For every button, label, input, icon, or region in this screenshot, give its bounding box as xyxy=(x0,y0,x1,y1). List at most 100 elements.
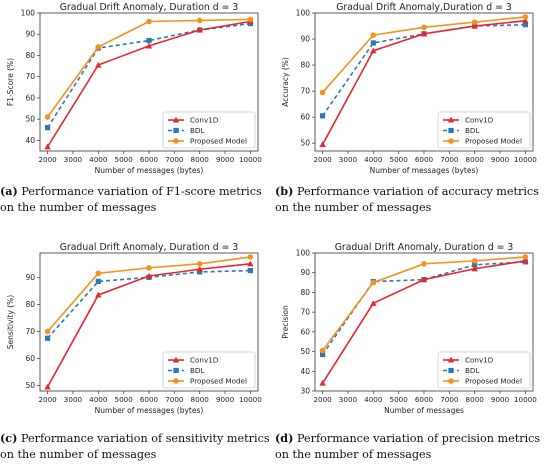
x-tick-label: 4000 xyxy=(89,155,108,164)
data-point-proposed xyxy=(196,261,203,267)
x-tick-label: 3000 xyxy=(64,155,83,164)
chart-title: Gradual Drift Anomaly, Duration d = 3 xyxy=(60,2,239,13)
x-tick-label: 2000 xyxy=(313,155,332,164)
chart-panel-d: Gradual Drift Anomaly, Duration d = 3 200… xyxy=(275,240,550,474)
series-line-bdl xyxy=(47,269,251,339)
chart-title: Gradual Drift Anomaly, Duration d = 3 xyxy=(335,242,514,253)
x-tick-label: 6000 xyxy=(140,395,159,404)
data-point-proposed xyxy=(421,24,427,31)
x-tick-label: 9000 xyxy=(491,395,510,404)
x-tick-label: 10000 xyxy=(239,155,262,164)
x-tick-label: 8000 xyxy=(191,155,210,164)
data-point-bdl xyxy=(45,335,51,341)
legend-box xyxy=(162,111,256,149)
series-proposed xyxy=(319,254,529,354)
series-conv1d xyxy=(319,17,529,148)
x-tick-label: 9000 xyxy=(216,395,235,404)
data-point-conv1d xyxy=(471,22,478,29)
data-point-proposed xyxy=(319,347,326,354)
x-axis-label: Number of messages (bytes) xyxy=(95,406,204,415)
y-tick-label: 100 xyxy=(296,9,311,18)
data-point-conv1d xyxy=(319,379,326,386)
series-line-bdl xyxy=(321,261,526,355)
y-tick-label: 50 xyxy=(300,347,310,356)
caption-c: (c) Performance variation of sensitivity… xyxy=(0,430,275,463)
data-point-conv1d xyxy=(522,257,529,264)
data-point-bdl xyxy=(95,278,101,285)
data-point-conv1d xyxy=(522,17,529,24)
data-point-bdl xyxy=(247,267,253,274)
chart-d: Gradual Drift Anomaly, Duration d = 3 200… xyxy=(281,242,537,415)
x-tick-label: 4000 xyxy=(364,155,383,164)
x-tick-label: 2000 xyxy=(38,155,57,164)
data-point-proposed xyxy=(319,89,326,96)
legend-box xyxy=(162,351,256,389)
legend-marker-bdl xyxy=(173,367,179,374)
data-point-conv1d xyxy=(370,47,377,54)
caption-b-text: Performance variation of accuracy metric… xyxy=(275,185,539,215)
series-bdl xyxy=(320,22,528,119)
chart-panel-b: Gradual Drift Anomaly,Duration d = 3 2000… xyxy=(275,0,550,234)
chart-panel-a: Gradual Drift Anomaly, Duration d = 3 200… xyxy=(0,0,275,234)
y-tick-label: 70 xyxy=(25,72,35,81)
series-line-bdl xyxy=(321,23,526,117)
x-tick-label: 5000 xyxy=(115,395,134,404)
x-tick-label: 5000 xyxy=(390,155,409,164)
data-point-bdl xyxy=(522,22,528,28)
y-tick-label: 80 xyxy=(300,61,310,70)
y-tick-label: 80 xyxy=(25,51,35,60)
y-axis-label: F1-Score (%) xyxy=(6,58,15,106)
y-axis-label: Sensitivity (%) xyxy=(6,295,15,349)
legend-label-bdl: BDL xyxy=(190,126,204,135)
y-tick-label: 70 xyxy=(300,87,310,96)
y-tick-label: 90 xyxy=(25,273,35,282)
y-axis-label: Accuracy (%) xyxy=(281,57,290,107)
data-point-conv1d xyxy=(145,42,153,49)
y-axis-label: Precision xyxy=(281,305,290,339)
x-tick-label: 6000 xyxy=(415,395,434,404)
y-tick-label: 100 xyxy=(296,249,311,258)
legend-marker-bdl xyxy=(448,127,454,134)
x-tick-label: 7000 xyxy=(440,395,459,404)
data-point-bdl xyxy=(320,351,326,358)
x-tick-label: 8000 xyxy=(466,395,485,404)
x-tick-label: 3000 xyxy=(339,155,358,164)
legend-marker-proposed xyxy=(448,378,454,384)
data-point-proposed xyxy=(471,19,478,25)
x-tick-label: 8000 xyxy=(191,395,210,404)
x-tick-label: 7000 xyxy=(440,155,459,164)
series-conv1d xyxy=(44,260,254,390)
legend-marker-proposed xyxy=(173,378,179,384)
legend-label-proposed: Proposed Model xyxy=(465,377,522,386)
x-axis-label: Number of messages (bytes) xyxy=(95,166,204,175)
data-point-conv1d xyxy=(420,276,428,283)
data-point-proposed xyxy=(522,14,529,20)
x-tick-label: 10000 xyxy=(514,155,537,164)
y-tick-label: 70 xyxy=(25,327,35,336)
data-point-proposed xyxy=(95,44,102,50)
legend-label-conv1d: Conv1D xyxy=(190,116,219,125)
data-point-bdl xyxy=(197,269,203,275)
caption-d-label: (d) xyxy=(275,431,294,445)
y-tick-label: 40 xyxy=(300,367,310,376)
caption-b-label: (b) xyxy=(275,184,294,198)
data-point-proposed xyxy=(421,261,427,267)
data-point-conv1d xyxy=(471,265,478,272)
y-tick-label: 80 xyxy=(300,288,310,297)
data-point-proposed xyxy=(471,258,478,264)
legend-label-conv1d: Conv1D xyxy=(465,116,494,125)
x-tick-label: 3000 xyxy=(339,395,358,404)
data-point-proposed xyxy=(44,328,51,335)
series-conv1d xyxy=(319,257,529,386)
x-axis-label: Number of messages (bytes) xyxy=(370,166,479,175)
series-proposed xyxy=(44,254,254,335)
legend-marker-bdl xyxy=(448,367,454,374)
series-line-proposed xyxy=(46,18,251,118)
x-tick-label: 5000 xyxy=(115,155,134,164)
y-tick-label: 60 xyxy=(300,113,310,122)
data-point-proposed xyxy=(370,32,377,38)
y-tick-label: 90 xyxy=(25,30,35,39)
